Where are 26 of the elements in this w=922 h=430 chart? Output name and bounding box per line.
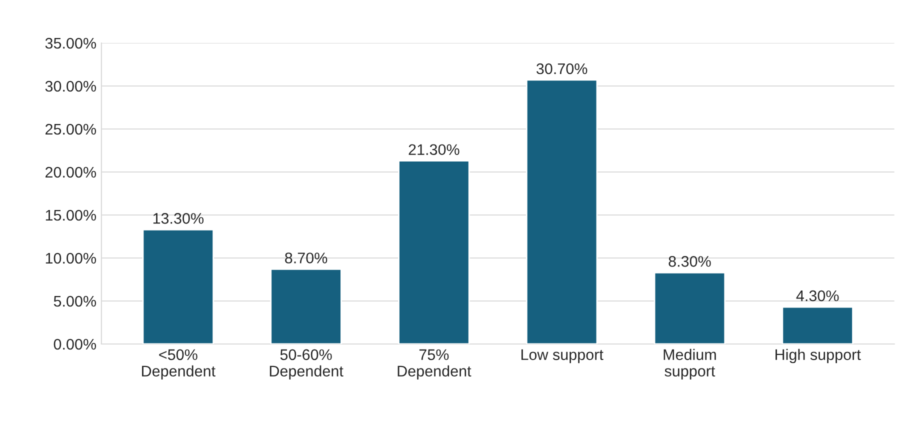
bar xyxy=(398,160,470,344)
bar xyxy=(782,306,854,344)
bar xyxy=(654,272,726,344)
data-label: 8.70% xyxy=(285,252,328,264)
x-tick-label: 75% Dependent xyxy=(398,349,472,380)
x-tick-label: <50% Dependent xyxy=(142,349,216,380)
y-tick-label: 0.00% xyxy=(54,338,96,350)
y-tick-label: 35.00% xyxy=(45,38,96,49)
bar xyxy=(142,228,214,344)
data-label: 8.30% xyxy=(668,256,711,267)
y-tick-label: 20.00% xyxy=(46,166,96,178)
y-tick-label: 25.00% xyxy=(46,124,96,135)
data-label: 13.30% xyxy=(153,213,204,224)
y-tick-label: 5.00% xyxy=(54,296,96,307)
bar xyxy=(526,79,598,344)
y-tick-label: 15.00% xyxy=(46,210,96,221)
data-label: 30.70% xyxy=(536,63,588,74)
bar xyxy=(270,268,342,344)
data-label: 4.30% xyxy=(796,290,839,302)
x-tick-label: 50-60% Dependent xyxy=(270,349,344,380)
y-tick-label: 30.00% xyxy=(45,80,96,92)
y-tick-label: 10.00% xyxy=(46,252,96,264)
x-tick-label: High support xyxy=(776,348,861,364)
data-label: 21.30% xyxy=(408,144,460,156)
x-tick-label: Low support xyxy=(521,349,604,364)
x-tick-label: Medium support xyxy=(664,348,716,380)
